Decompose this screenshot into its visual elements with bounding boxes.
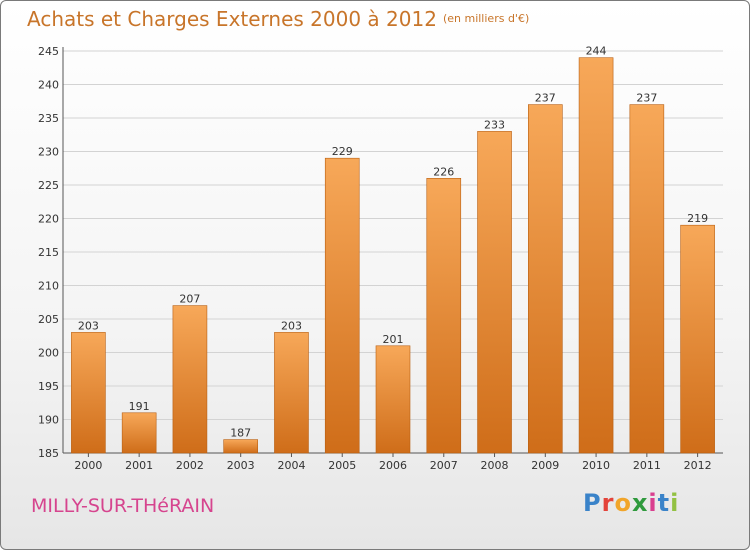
data-label-2011: 237 bbox=[636, 92, 657, 105]
y-tick-label: 225 bbox=[38, 179, 59, 192]
x-tick-label: 2006 bbox=[379, 459, 407, 472]
bar-2011 bbox=[629, 104, 665, 454]
y-tick-label: 245 bbox=[38, 45, 59, 58]
title-text: Achats et Charges Externes 2000 à 2012 bbox=[27, 7, 437, 31]
data-label-2012: 219 bbox=[687, 212, 708, 225]
bar-2002 bbox=[172, 305, 208, 454]
y-tick-label: 205 bbox=[38, 313, 59, 326]
data-label-2007: 226 bbox=[433, 165, 454, 178]
y-tick-label: 200 bbox=[38, 347, 59, 360]
bar-2009 bbox=[528, 104, 563, 454]
town-name: MILLY-SUR-THéRAIN bbox=[31, 495, 215, 517]
y-tick-label: 235 bbox=[38, 112, 59, 125]
chart-title: Achats et Charges Externes 2000 à 2012 (e… bbox=[27, 7, 529, 31]
x-tick-label: 2008 bbox=[481, 459, 509, 472]
logo-letter: o bbox=[614, 489, 632, 517]
logo-letter: i bbox=[670, 489, 680, 517]
data-label-2006: 201 bbox=[383, 333, 404, 346]
bar-2007 bbox=[426, 178, 462, 454]
data-label-2003: 187 bbox=[230, 427, 251, 440]
bar-2010 bbox=[578, 57, 614, 454]
x-tick-label: 2004 bbox=[277, 459, 305, 472]
data-label-2005: 229 bbox=[332, 145, 353, 158]
bar-2000 bbox=[71, 332, 106, 454]
logo-letter: P bbox=[583, 489, 602, 517]
y-tick-label: 230 bbox=[38, 146, 59, 159]
data-label-2002: 207 bbox=[179, 293, 200, 306]
y-tick-label: 240 bbox=[38, 79, 59, 92]
x-tick-label: 2003 bbox=[227, 459, 255, 472]
unit-label: (en milliers d'€) bbox=[442, 12, 530, 25]
bar-2004 bbox=[274, 332, 309, 454]
bar-2005 bbox=[324, 157, 360, 454]
bars bbox=[71, 57, 715, 454]
data-label-2000: 203 bbox=[78, 319, 99, 332]
x-tick-label: 2001 bbox=[125, 459, 153, 472]
y-tick-label: 195 bbox=[38, 380, 59, 393]
y-tick-label: 215 bbox=[38, 246, 59, 259]
x-tick-label: 2009 bbox=[531, 459, 559, 472]
x-tick-label: 2012 bbox=[684, 459, 712, 472]
data-label-2009: 237 bbox=[535, 92, 556, 105]
x-tick-label: 2000 bbox=[74, 459, 102, 472]
data-label-2004: 203 bbox=[281, 319, 302, 332]
x-tick-label: 2007 bbox=[430, 459, 458, 472]
y-tick-label: 220 bbox=[38, 213, 59, 226]
logo-letter: x bbox=[631, 489, 649, 517]
x-tick-label: 2010 bbox=[582, 459, 610, 472]
data-label-2010: 244 bbox=[586, 45, 607, 58]
y-tick-label: 185 bbox=[38, 447, 59, 460]
logo-letter: t bbox=[657, 489, 671, 517]
x-tick-label: 2011 bbox=[633, 459, 661, 472]
bar-2006 bbox=[375, 345, 411, 454]
data-label-2008: 233 bbox=[484, 118, 505, 131]
x-tick-label: 2005 bbox=[328, 459, 356, 472]
bar-2001 bbox=[121, 412, 157, 454]
data-label-2001: 191 bbox=[129, 400, 150, 413]
logo-letter: r bbox=[601, 489, 615, 517]
bar-2008 bbox=[477, 131, 512, 454]
logo-letter: i bbox=[648, 489, 658, 517]
x-tick-label: 2002 bbox=[176, 459, 204, 472]
data-labels: 203 191 207 187 203 229 201 226 233 237 244 237 219 bbox=[78, 45, 708, 440]
y-tick-label: 210 bbox=[38, 280, 59, 293]
proxiti-logo[interactable]: Proxiti bbox=[583, 489, 679, 517]
bar-2003 bbox=[223, 439, 258, 454]
bar-2012 bbox=[680, 224, 715, 454]
y-tick-label: 190 bbox=[38, 414, 59, 427]
